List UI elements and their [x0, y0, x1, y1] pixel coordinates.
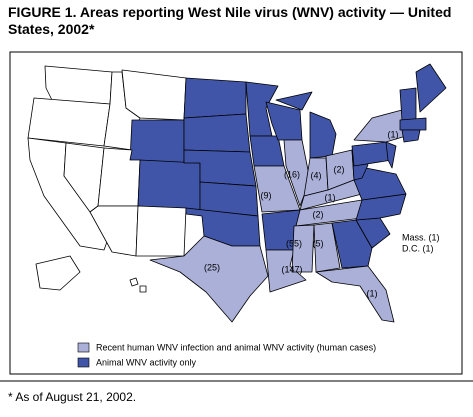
legend: Recent human WNV infection and animal WN…	[77, 342, 376, 368]
state	[135, 205, 187, 257]
state	[35, 255, 81, 291]
labels: (1)(16) (4)(2)(1)(2)(9)(25)(55) (5)(147)(1…	[204, 129, 440, 298]
state	[399, 87, 417, 121]
map-label: Mass. (1)	[402, 232, 440, 242]
state	[331, 219, 373, 269]
state	[275, 91, 313, 111]
state	[121, 69, 187, 121]
state	[149, 235, 269, 323]
map-label: (1)	[325, 192, 336, 202]
state	[137, 159, 201, 211]
state	[183, 77, 247, 119]
state	[249, 135, 285, 167]
map-frame	[9, 51, 463, 375]
state	[265, 249, 307, 293]
map-label: (9)	[261, 190, 272, 200]
state	[313, 222, 341, 273]
map-label: (25)	[204, 262, 220, 272]
state	[399, 117, 427, 131]
map-label: (16)	[284, 169, 300, 179]
map-label: D.C. (1)	[402, 243, 434, 253]
state	[139, 285, 147, 293]
state	[129, 119, 185, 164]
legend-swatch	[77, 357, 90, 368]
legend-label: Recent human WNV infection and animal WN…	[96, 342, 376, 352]
state	[27, 97, 111, 147]
state	[183, 113, 251, 153]
state	[385, 141, 397, 169]
map-label: (147)	[281, 264, 302, 274]
state	[309, 111, 337, 159]
legend-label: Animal WNV activity only	[96, 357, 197, 367]
states	[27, 63, 447, 323]
state	[415, 63, 447, 113]
state	[401, 129, 421, 143]
map-label: (1)	[367, 288, 378, 298]
state	[315, 265, 395, 323]
legend-swatch	[77, 342, 90, 353]
state	[245, 81, 279, 137]
state	[129, 277, 139, 287]
map-label: (5)	[313, 238, 324, 248]
map-label: (2)	[313, 209, 324, 219]
figure-title: FIGURE 1. Areas reporting West Nile viru…	[8, 4, 452, 37]
state	[44, 65, 113, 105]
map-label: (1)	[388, 129, 399, 139]
map-label: (55)	[286, 238, 302, 248]
footnote: * As of August 21, 2002.	[8, 390, 137, 404]
map-label: (4)	[311, 170, 322, 180]
state	[89, 205, 139, 257]
map-label: (2)	[334, 164, 345, 174]
state	[291, 224, 315, 273]
